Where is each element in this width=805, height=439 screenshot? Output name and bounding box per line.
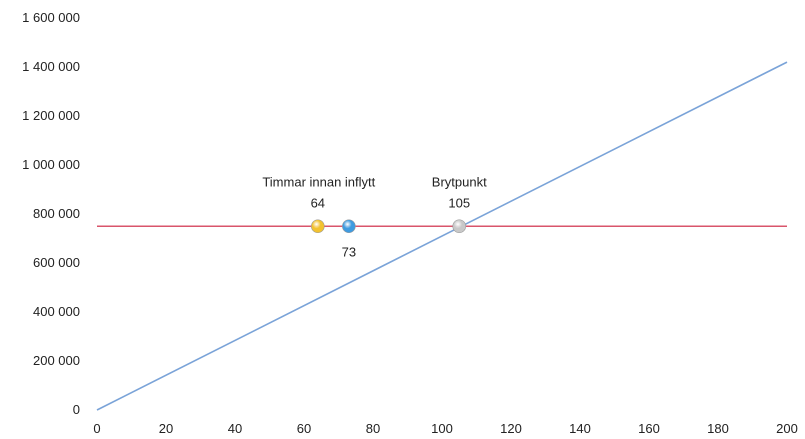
x-tick-label: 160 — [638, 421, 660, 436]
x-tick-label: 60 — [297, 421, 311, 436]
y-tick-label: 600 000 — [33, 255, 80, 270]
x-tick-label: 180 — [707, 421, 729, 436]
x-axis-ticks: 0 20 40 60 80 100 120 140 160 180 200 — [93, 421, 797, 436]
y-tick-label: 400 000 — [33, 304, 80, 319]
data-point-105 — [452, 219, 467, 234]
data-point-73 — [342, 219, 356, 234]
x-tick-label: 200 — [776, 421, 798, 436]
y-tick-label: 800 000 — [33, 206, 80, 221]
x-tick-label: 120 — [500, 421, 522, 436]
y-tick-label: 200 000 — [33, 353, 80, 368]
x-tick-label: 20 — [159, 421, 173, 436]
point-value-label: 105 — [448, 195, 470, 210]
y-tick-label: 0 — [73, 402, 80, 417]
y-tick-label: 1 400 000 — [22, 59, 80, 74]
series-line-0 — [96, 61, 788, 411]
series-lines — [96, 61, 788, 411]
data-points — [310, 219, 467, 234]
y-tick-label: 1 000 000 — [22, 157, 80, 172]
data-point-64 — [310, 219, 325, 234]
annotations: Timmar innan inflytt 64 73 Brytpunkt 105 — [262, 174, 487, 259]
point-caption: Brytpunkt — [432, 174, 487, 189]
y-tick-label: 1 200 000 — [22, 108, 80, 123]
y-tick-label: 1 600 000 — [22, 10, 80, 25]
x-tick-label: 100 — [431, 421, 453, 436]
x-tick-label: 40 — [228, 421, 242, 436]
point-value-label: 73 — [342, 244, 356, 259]
point-caption: Timmar innan inflytt — [262, 174, 375, 189]
x-tick-label: 80 — [366, 421, 380, 436]
y-axis-ticks: 0 200 000 400 000 600 000 800 000 1 000 000 1 … — [22, 10, 80, 417]
x-tick-label: 0 — [93, 421, 100, 436]
x-tick-label: 140 — [569, 421, 591, 436]
point-value-label: 64 — [311, 195, 325, 210]
